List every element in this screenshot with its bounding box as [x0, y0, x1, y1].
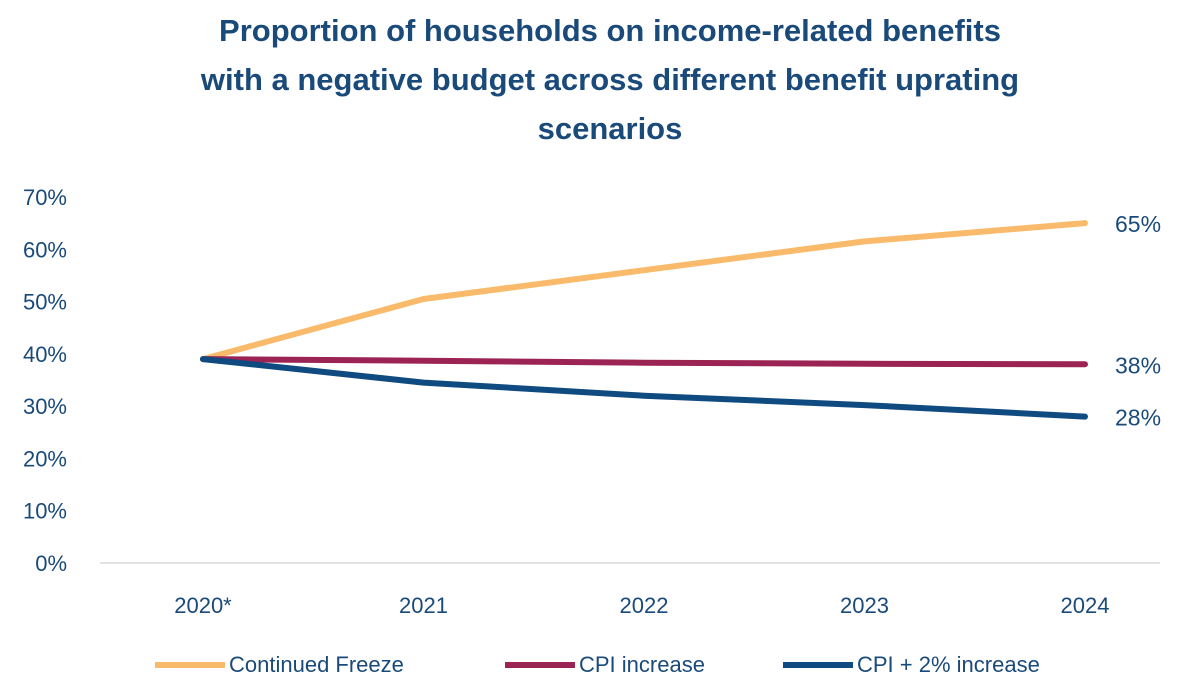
y-tick-label: 60% [23, 237, 67, 262]
x-tick-label: 2021 [399, 593, 448, 618]
x-tick-label: 2023 [840, 593, 889, 618]
y-tick-label: 20% [23, 446, 67, 471]
y-tick-label: 70% [23, 185, 67, 210]
series-line-3 [200, 356, 1088, 420]
x-axis: 2020* 2021 2022 2023 2024 [174, 593, 1109, 618]
end-data-label: 28% [1115, 405, 1161, 431]
end-labels: 65% 38% 28% [1115, 211, 1161, 430]
y-tick-label: 40% [23, 342, 67, 367]
y-axis: 0% 10% 20% 30% 40% 50% 60% 70% [23, 185, 67, 576]
y-tick-label: 10% [23, 499, 67, 524]
legend: Continued Freeze CPI increase CPI + 2% inc… [155, 652, 1040, 677]
chart-title-line: Proportion of households on income-relat… [219, 13, 1001, 48]
legend-label: CPI + 2% increase [857, 652, 1040, 677]
series-line-2 [200, 356, 1088, 368]
y-tick-label: 50% [23, 290, 67, 315]
y-tick-label: 30% [23, 394, 67, 419]
x-tick-label: 2020* [174, 593, 232, 618]
end-data-label: 38% [1115, 352, 1161, 378]
chart-title: Proportion of households on income-relat… [200, 13, 1019, 146]
legend-label: Continued Freeze [229, 652, 404, 677]
y-tick-label: 0% [35, 551, 67, 576]
series-lines [200, 220, 1088, 420]
series-line-1 [200, 220, 1088, 363]
x-tick-label: 2024 [1061, 593, 1110, 618]
chart-title-line: scenarios [538, 111, 683, 146]
chart-title-line: with a negative budget across different … [200, 62, 1019, 97]
legend-label: CPI increase [579, 652, 705, 677]
x-tick-label: 2022 [620, 593, 669, 618]
end-data-label: 65% [1115, 211, 1161, 237]
